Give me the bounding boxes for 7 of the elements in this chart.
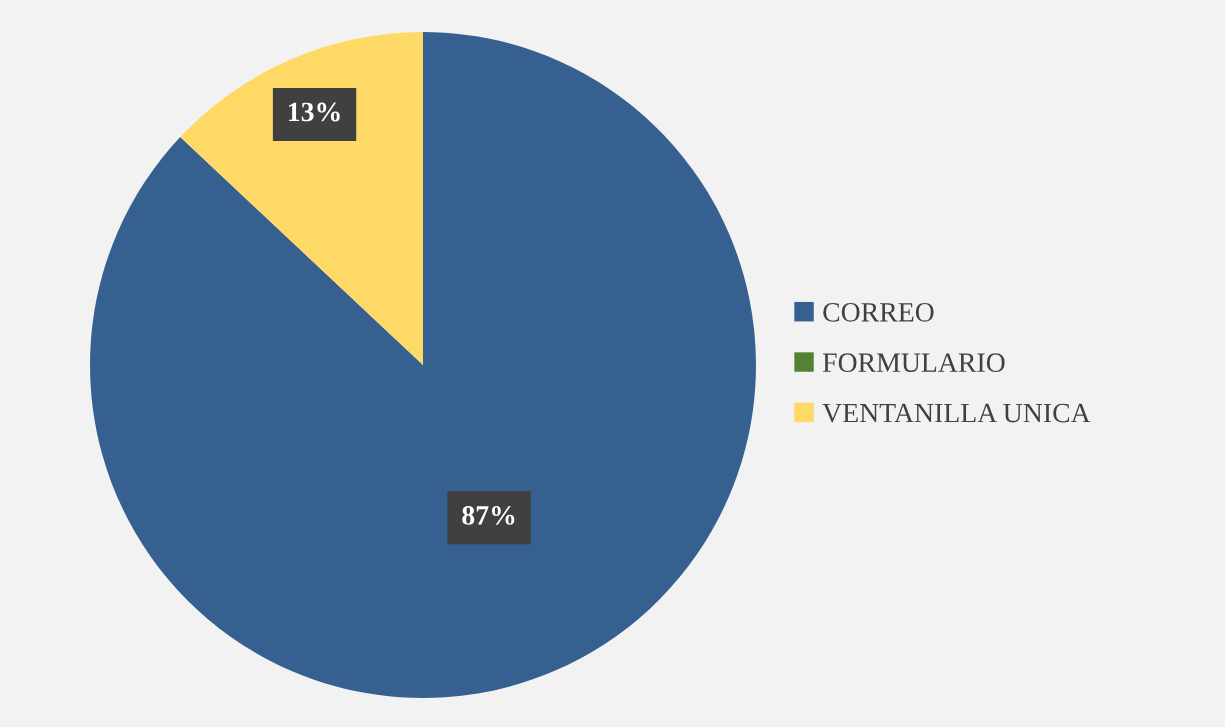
legend-label: CORREO bbox=[823, 303, 934, 322]
legend-label: VENTANILLA UNICA bbox=[822, 403, 1091, 423]
legend-label: FORMULARIO bbox=[822, 353, 1005, 373]
data-label: 87% bbox=[462, 506, 515, 525]
pie-slice bbox=[90, 32, 756, 698]
pie-slice bbox=[180, 32, 423, 365]
data-label: 13% bbox=[289, 102, 340, 122]
